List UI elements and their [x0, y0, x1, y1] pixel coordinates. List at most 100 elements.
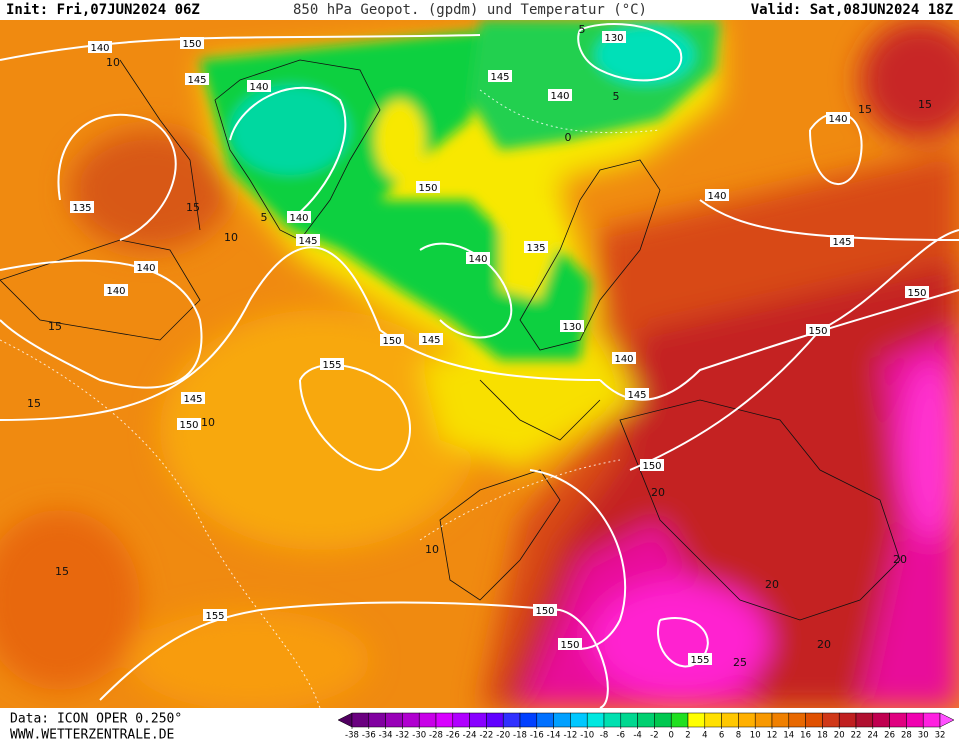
geopotential-label: 140: [90, 43, 109, 54]
colorbar-tick-label: -32: [395, 731, 409, 741]
colorbar-swatch: [620, 712, 638, 728]
colorbar-swatch: [452, 712, 470, 728]
geopotential-label: 150: [382, 336, 401, 347]
valid-time: Valid: Sat,08JUN2024 18Z: [751, 2, 953, 18]
temperature-label: 5: [261, 211, 268, 224]
label-box: [688, 653, 712, 665]
label-box: [905, 286, 929, 298]
temperature-label: 10: [106, 56, 120, 69]
label-box: [134, 261, 158, 273]
colorbar-tick-label: -18: [513, 731, 527, 741]
label-box: [560, 320, 584, 332]
geopotential-labels: 140 1501451401301451401401351501401451401…: [70, 31, 929, 666]
label-box: [826, 112, 850, 124]
colorbar-tick-label: -30: [412, 731, 426, 741]
geopotential-label: 140: [106, 286, 125, 297]
colorbar-tick-label: -6: [617, 731, 625, 741]
geopotential-label: 145: [183, 394, 202, 405]
label-box: [488, 70, 512, 82]
geopotential-label: 135: [526, 243, 545, 254]
colorbar-swatch: [704, 712, 722, 728]
colorbar-swatch: [435, 712, 454, 728]
colorbar-swatch: [872, 712, 890, 728]
geopotential-label: 140: [707, 191, 726, 202]
website: WWW.WETTERZENTRALE.DE: [10, 728, 174, 741]
colorbar-tick-label: 8: [736, 731, 741, 741]
label-box: [625, 388, 649, 400]
colorbar-swatch: [637, 712, 655, 728]
geopotential-label: 140: [289, 213, 308, 224]
label-box: [533, 604, 557, 616]
temperature-label: 10: [425, 543, 439, 556]
geopotential-label: 155: [322, 360, 341, 371]
temperature-label: 5: [613, 90, 620, 103]
geopotential-label: 150: [418, 183, 437, 194]
label-box: [177, 418, 201, 430]
label-box: [320, 358, 344, 370]
geopotential-label: 150: [535, 606, 554, 617]
init-time: Init: Fri,07JUN2024 06Z: [6, 2, 200, 18]
temperature-label: 15: [27, 397, 41, 410]
temperature-label: 20: [817, 638, 831, 651]
colorbar-tick-label: -2: [650, 731, 658, 741]
colorbar-swatch: [570, 712, 588, 728]
temperature-label: 20: [765, 578, 779, 591]
temperature-label: 20: [651, 486, 665, 499]
colorbar-swatch: [889, 712, 907, 728]
label-box: [185, 73, 209, 85]
colorbar-swatch: [586, 712, 605, 728]
geopotential-label: 150: [179, 420, 198, 431]
coastlines: [0, 59, 901, 621]
colorbar-tick-label: -4: [633, 731, 641, 741]
colorbar: -38 -36 -34 -32 -30 -28 -26 -24 -22 -20 -18 -16 -14-…: [337, 712, 955, 741]
label-box: [640, 459, 664, 471]
colorbar-swatch: [822, 712, 840, 728]
colorbar-swatch: [838, 712, 857, 728]
colorbar-tick-label: 26: [884, 731, 895, 741]
colorbar-tick-label: 12: [767, 731, 778, 741]
label-box: [70, 201, 94, 213]
colorbar-tick-label: -22: [479, 731, 493, 741]
geopotential-label: 155: [690, 655, 709, 666]
colorbar-tick-label: 18: [817, 731, 828, 741]
colorbar-swatch: [486, 712, 504, 728]
geopotential-label: 130: [604, 33, 623, 44]
temperature-label: 20: [893, 553, 907, 566]
label-box: [287, 211, 311, 223]
label-box: [419, 333, 443, 345]
label-box: [602, 31, 626, 43]
colorbar-tick-label: -26: [446, 731, 460, 741]
isohypses: [0, 23, 959, 708]
label-box: [830, 235, 854, 247]
colorbar-tick-label: -14: [547, 731, 561, 741]
map: 140 1501451401301451401401351501401451401…: [0, 20, 959, 708]
geopotential-label: 145: [187, 75, 206, 86]
colorbar-swatch: [402, 712, 420, 728]
colorbar-tick-label: 10: [750, 731, 761, 741]
colorbar-swatch: [855, 712, 874, 728]
temperature-label: 15: [55, 565, 69, 578]
colorbar-swatch: [469, 712, 487, 728]
colorbar-swatch: [603, 712, 622, 728]
colorbar-swatch: [906, 712, 924, 728]
colorbar-tick-label: -34: [379, 731, 393, 741]
colorbar-swatch: [502, 712, 521, 728]
colorbar-tick-label: -8: [600, 731, 608, 741]
geopotential-label: 140: [468, 254, 487, 265]
label-box: [548, 89, 572, 101]
colorbar-swatch: [922, 712, 941, 728]
colorbar-tick-label: -38: [345, 731, 359, 741]
geopotential-label: 140: [136, 263, 155, 274]
label-box: [416, 181, 440, 193]
colorbar-tick-label: 14: [783, 731, 794, 741]
colorbar-swatch: [385, 712, 403, 728]
colorbar-swatch: [368, 712, 386, 728]
colorbar-tick-label: 2: [685, 731, 690, 741]
colorbar-tick-label: 22: [851, 731, 862, 741]
colorbar-tick-label: -28: [429, 731, 443, 741]
colorbar-swatch: [805, 712, 823, 728]
geopotential-label: 130: [562, 322, 581, 333]
temperature-label: 15: [186, 201, 200, 214]
label-box: [558, 638, 582, 650]
colorbar-arrow-high: [939, 712, 955, 728]
